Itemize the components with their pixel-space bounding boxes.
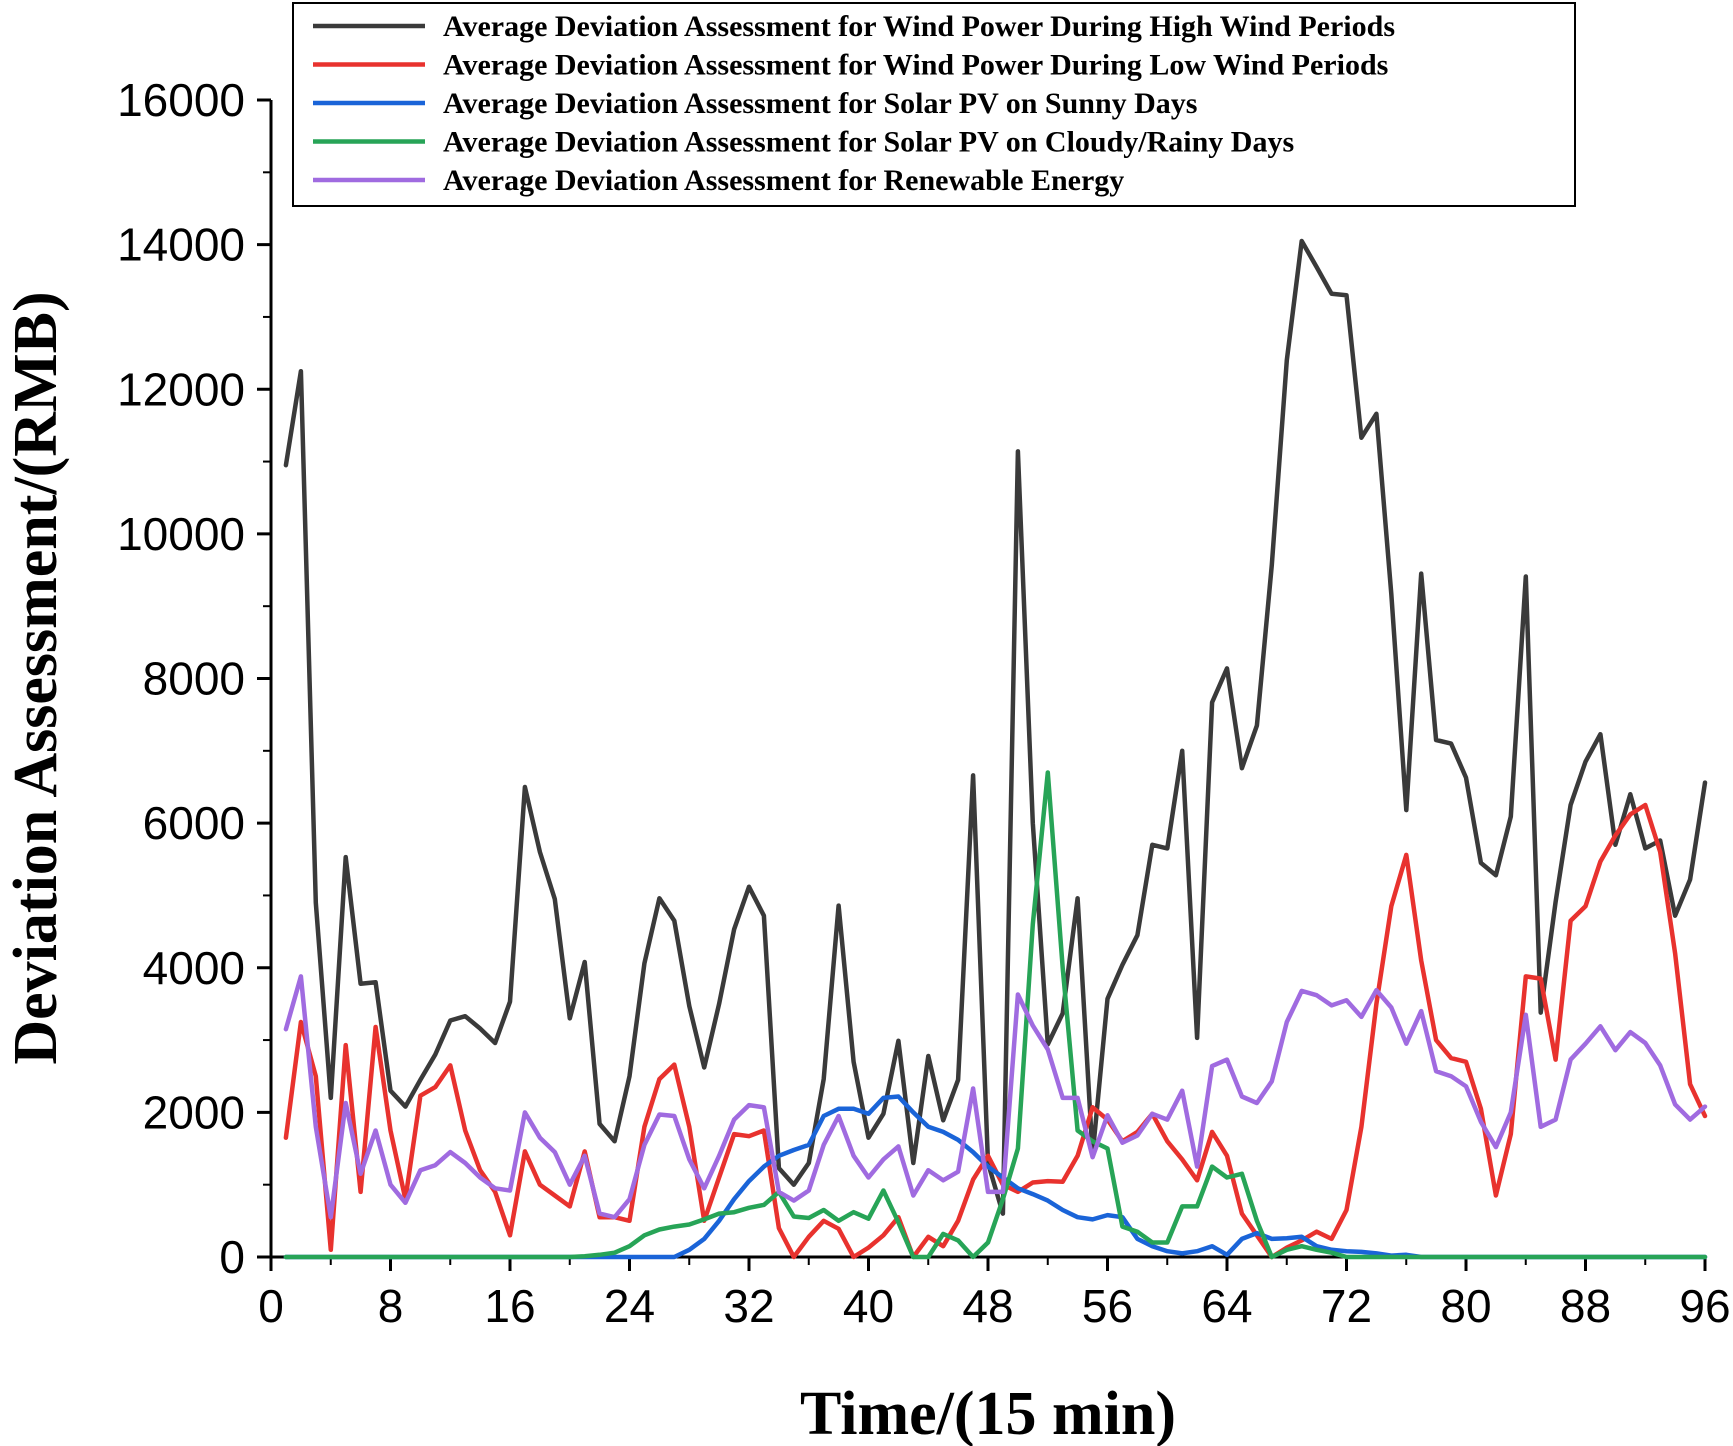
series-line-1	[283, 238, 1708, 1216]
y-tick-label: 14000	[117, 219, 245, 271]
y-axis-ticks: 0 2000 4000 6000 8000 10000 12000 14000 16000	[117, 74, 271, 1283]
x-tick-label: 24	[604, 1280, 655, 1332]
series-lines	[283, 238, 1708, 1260]
x-tick-label: 48	[962, 1280, 1013, 1332]
y-tick-label: 10000	[117, 508, 245, 560]
x-tick-label: 32	[723, 1280, 774, 1332]
x-axis-ticks: 0 8 16 24 32 40 48 56 64 72 80 88 96	[258, 1257, 1731, 1332]
y-tick-label: 8000	[143, 653, 245, 705]
x-tick-label: 16	[484, 1280, 535, 1332]
legend-label-3: Average Deviation Assessment for Solar P…	[443, 87, 1197, 120]
legend-items: Average Deviation Assessment for Wind Po…	[313, 10, 1395, 197]
y-tick-label: 0	[219, 1231, 245, 1283]
x-tick-label: 64	[1201, 1280, 1252, 1332]
legend-label-2: Average Deviation Assessment for Wind Po…	[443, 49, 1388, 82]
x-tick-label: 40	[843, 1280, 894, 1332]
legend-label-5: Average Deviation Assessment for Renewab…	[443, 164, 1124, 197]
y-tick-label: 6000	[143, 797, 245, 849]
legend-label-1: Average Deviation Assessment for Wind Po…	[443, 10, 1395, 43]
series-line-4	[283, 770, 1708, 1260]
legend: Average Deviation Assessment for Wind Po…	[292, 2, 1576, 207]
x-tick-label: 88	[1560, 1280, 1611, 1332]
x-tick-label: 96	[1679, 1280, 1730, 1332]
y-tick-label: 2000	[143, 1086, 245, 1138]
x-tick-label: 8	[378, 1280, 404, 1332]
x-tick-label: 80	[1440, 1280, 1491, 1332]
legend-label-4: Average Deviation Assessment for Solar P…	[443, 126, 1294, 159]
series-line-5	[283, 974, 1708, 1220]
x-tick-label: 0	[258, 1280, 284, 1332]
y-axis-title: Deviation Assessment/(RMB)	[2, 291, 70, 1064]
x-tick-label: 56	[1082, 1280, 1133, 1332]
y-tick-label: 16000	[117, 74, 245, 126]
x-axis-title: Time/(15 min)	[800, 1380, 1176, 1446]
y-tick-label: 4000	[143, 942, 245, 994]
legend-box	[292, 2, 1576, 207]
y-tick-label: 12000	[117, 363, 245, 415]
x-tick-label: 72	[1321, 1280, 1372, 1332]
